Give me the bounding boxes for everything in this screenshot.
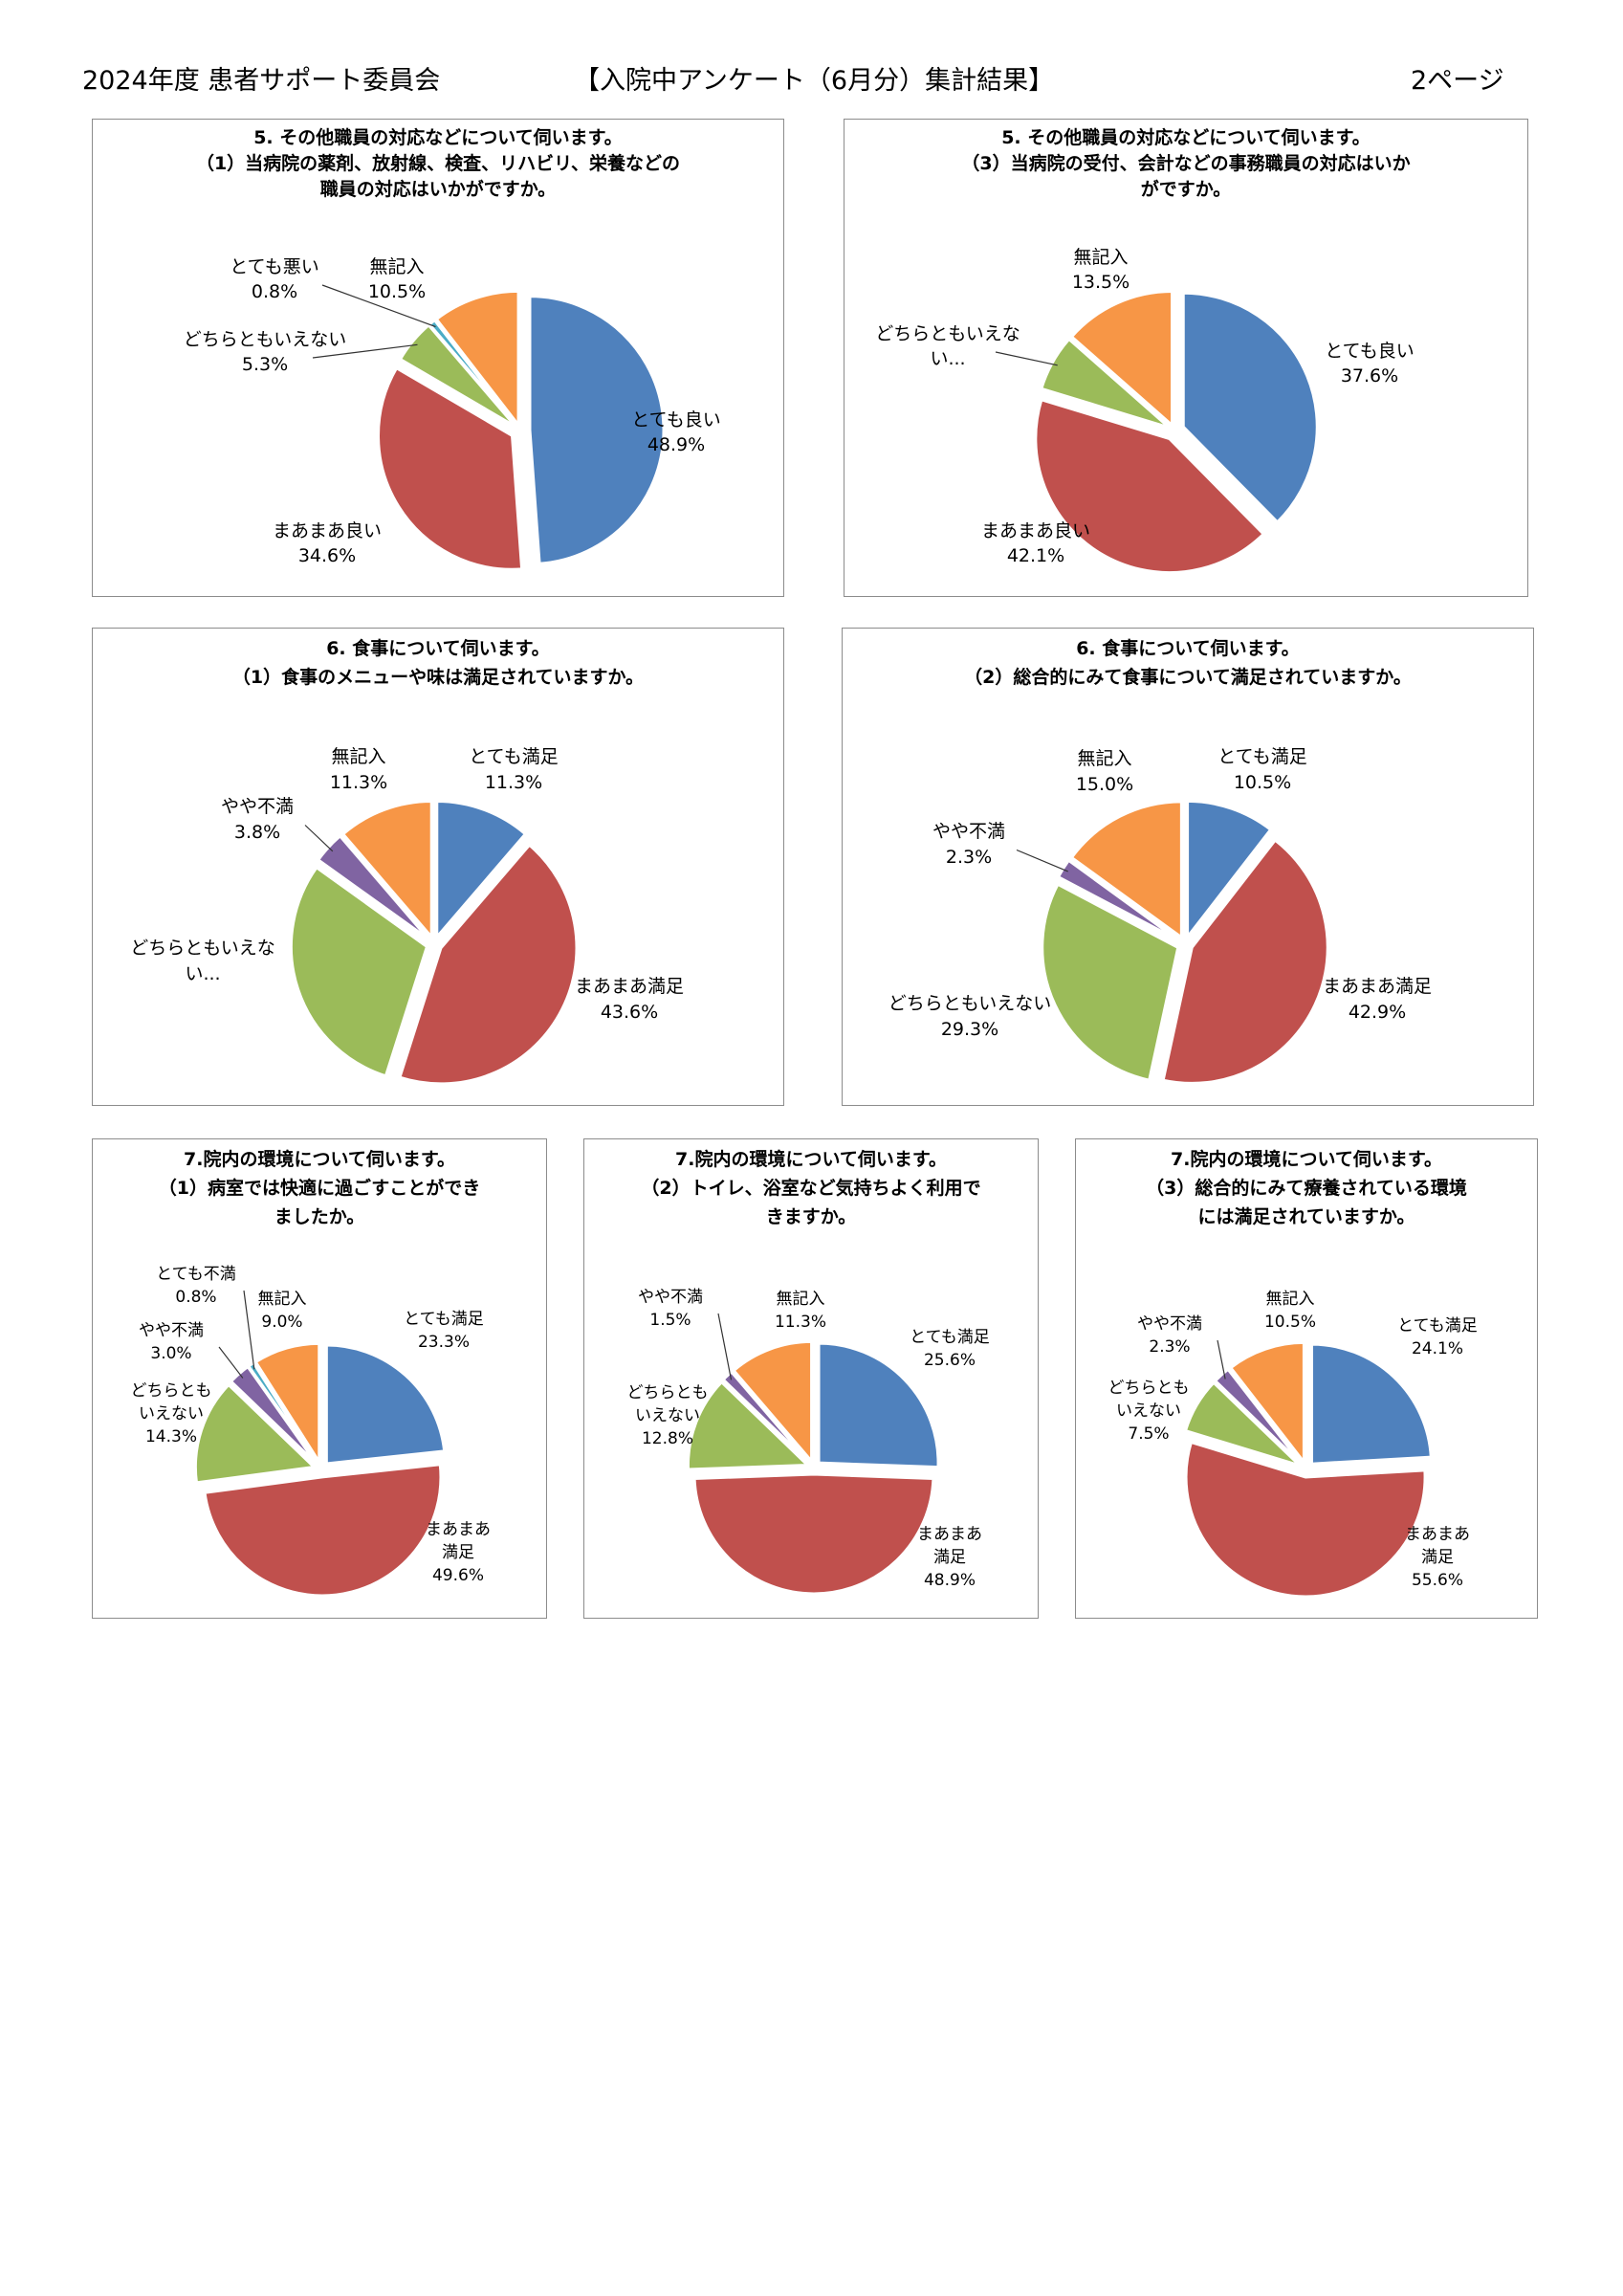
pie-slice-label: とても満足 10.5% [1217, 746, 1306, 793]
pie-slice [692, 1472, 935, 1596]
pie-slice-label: 無記入 10.5% [368, 256, 426, 302]
chart-title-7: 7.院内の環境について伺います。 （3）総合的にみて療養されている環境 には満足… [1146, 1149, 1467, 1227]
chart-panel-2: 5. その他職員の対応などについて伺います。 （3）当病院の受付、会計などの事務… [844, 119, 1528, 597]
leader-line [321, 284, 436, 328]
pie-slice-label: やや不満 1.5% [638, 1288, 703, 1330]
header-report-title: 【入院中アンケート（6月分）集計結果】 [574, 66, 1055, 96]
pie-slice-label: やや不満 2.3% [932, 821, 1005, 868]
pie-slice-label: まあまあ満足 55.6% [1405, 1525, 1470, 1590]
pie-slice [193, 1382, 318, 1485]
pie-slice [687, 1380, 812, 1471]
pie-slice-label: どちらともいえない 5.3% [184, 329, 347, 375]
leader-line [1016, 849, 1068, 872]
leader-line [304, 825, 334, 852]
pie-slice-label: 無記入 11.3% [775, 1290, 826, 1332]
chart-panel-3: 6. 食事について伺います。 （1）食事のメニューや味は満足されていますか。 と… [92, 628, 784, 1106]
pie-slice [1184, 1440, 1427, 1599]
pie-slice [528, 295, 666, 565]
pie-slice-label: まあまあ満足 49.6% [426, 1520, 491, 1585]
pie-slice [1056, 858, 1180, 942]
leader-line [995, 351, 1058, 366]
pie-slice [289, 865, 429, 1078]
chart-panel-7: 7.院内の環境について伺います。 （3）総合的にみて療養されている環境 には満足… [1075, 1138, 1538, 1619]
pie-chart-2: とても良い 37.6% まあまあ良い 42.1% どちらともいえない... 無記入 13.5… [875, 247, 1415, 575]
pie-slice [732, 1339, 814, 1466]
pie-slice [324, 1343, 447, 1466]
pie-slice-label: やや不満 3.0% [139, 1321, 204, 1363]
chart-title-1: 5. その他職員の対応などについて伺います。 （1）当病院の薬剤、放射線、検査、… [195, 127, 681, 200]
chart-title-3: 6. 食事について伺います。 （1）食事のメニューや味は満足されていますか。 [231, 638, 645, 688]
chart-panel-6: 7.院内の環境について伺います。 （2）トイレ、浴室など気持ちよく利用で きます… [583, 1138, 1039, 1619]
chart-panel-1: 5. その他職員の対応などについて伺います。 （1）当病院の薬剤、放射線、検査、… [92, 119, 784, 597]
pie-slice-label: 無記入 9.0% [258, 1290, 307, 1332]
pie-slice-label: 無記入 15.0% [1076, 748, 1133, 795]
pie-slice-label: どちらともいえない 12.8% [627, 1383, 709, 1448]
pie-slice [1181, 291, 1319, 524]
leader-line [717, 1313, 733, 1380]
leader-line [243, 1290, 255, 1370]
header-page-number: 2ページ [1411, 66, 1504, 96]
pie-slice [1069, 290, 1174, 429]
leader-line [1217, 1339, 1226, 1380]
pie-slice [1228, 1340, 1305, 1467]
leader-line [218, 1346, 244, 1379]
pie-slice [253, 1341, 321, 1468]
pie-slice [377, 365, 524, 571]
pie-slice [435, 799, 528, 941]
chart-title-6: 7.院内の環境について伺います。 （2）トイレ、浴室など気持ちよく利用で きます… [641, 1149, 981, 1227]
chart-title-5: 7.院内の環境について伺います。 （1）病室では快適に過ごすことができ ましたか… [158, 1149, 481, 1227]
pie-slice [1034, 397, 1266, 575]
pie-slice [398, 843, 579, 1086]
pie-slice-label: やや不満 2.3% [1137, 1314, 1202, 1357]
chart-title-4: 6. 食事について伺います。 （2）総合的にみて食事について満足されていますか。 [964, 638, 1412, 688]
pie-slice [434, 289, 520, 430]
pie-slice-label: とても良い 48.9% [631, 409, 720, 455]
pie-slice-label: 無記入 10.5% [1264, 1290, 1316, 1332]
header-committee: 2024年度 患者サポート委員会 [82, 66, 441, 96]
pie-slice-label: まあまあ満足 48.9% [917, 1525, 982, 1590]
pie-slice-label: とても満足 23.3% [404, 1310, 484, 1352]
pie-slice [1183, 1380, 1302, 1468]
pie-chart-3: とても満足 11.3% まあまあ満足 43.6% どちらともいえない... やや不満 3.8… [130, 746, 684, 1086]
pie-slice [1039, 337, 1171, 430]
pie-slice-label: とても悪い 0.8% [230, 256, 318, 302]
chart-title-2: 5. その他職員の対応などについて伺います。 （3）当病院の受付、会計などの事務… [961, 127, 1411, 200]
pie-chart-5: とても満足 23.3% まあまあ満足 49.6% どちらともいえない 14.3% やや不満 3… [131, 1265, 491, 1598]
pie-slice-label: どちらともいえない 29.3% [888, 993, 1052, 1040]
pie-slice-label: やや不満 3.8% [221, 796, 294, 843]
pie-chart-1: とても良い 48.9% まあまあ良い 34.6% どちらともいえない 5.3% とても悪い 0… [184, 256, 721, 571]
pie-slice [203, 1463, 443, 1598]
pie-chart-6: とても満足 25.6% まあまあ満足 48.9% どちらともいえない 12.8% やや不満 1… [627, 1288, 990, 1596]
pie-slice-label: まあまあ良い 34.6% [273, 520, 382, 566]
pie-slice-label: まあまあ満足 42.9% [1323, 976, 1432, 1023]
chart-panel-5: 7.院内の環境について伺います。 （1）病室では快適に過ごすことができ ましたか… [92, 1138, 547, 1619]
chart-panel-4: 6. 食事について伺います。 （2）総合的にみて食事について満足されていますか。… [842, 628, 1534, 1106]
pie-slice [1161, 838, 1329, 1085]
pie-slice-label: どちらともいえない 14.3% [131, 1381, 212, 1446]
pie-slice-label: どちらともいえない 7.5% [1108, 1379, 1190, 1444]
pie-chart-7: とても満足 24.1% まあまあ満足 55.6% どちらともいえない 7.5% やや不満 2.… [1108, 1290, 1478, 1599]
pie-slice-label: とても不満 0.8% [156, 1265, 236, 1307]
pie-slice [1309, 1342, 1433, 1466]
pie-slice [721, 1369, 811, 1464]
pie-slice [1213, 1367, 1303, 1466]
pie-slice-label: とても満足 11.3% [469, 746, 558, 793]
pie-slice-label: どちらともいえない... [875, 323, 1020, 369]
pie-slice-label: 無記入 13.5% [1072, 247, 1130, 293]
pie-slice-label: どちらともいえない... [130, 938, 275, 984]
pie-slice [1041, 882, 1180, 1082]
pie-slice-label: 無記入 11.3% [330, 746, 387, 793]
pie-slice [1186, 799, 1273, 941]
pie-slice-label: まあまあ満足 43.6% [575, 976, 684, 1023]
pie-slice [340, 799, 433, 941]
pie-slice-label: とても満足 24.1% [1397, 1316, 1478, 1358]
leader-line [312, 343, 418, 359]
pie-chart-4: とても満足 10.5% まあまあ満足 42.9% どちらともいえない 29.3% やや不満 2… [888, 746, 1432, 1085]
pie-slice [1069, 800, 1183, 940]
pie-slice-label: とても良い 37.6% [1325, 341, 1414, 386]
pie-slice [817, 1341, 940, 1469]
pie-slice-label: とても満足 25.6% [910, 1328, 990, 1370]
pie-slice-label: まあまあ良い 42.1% [981, 520, 1090, 566]
